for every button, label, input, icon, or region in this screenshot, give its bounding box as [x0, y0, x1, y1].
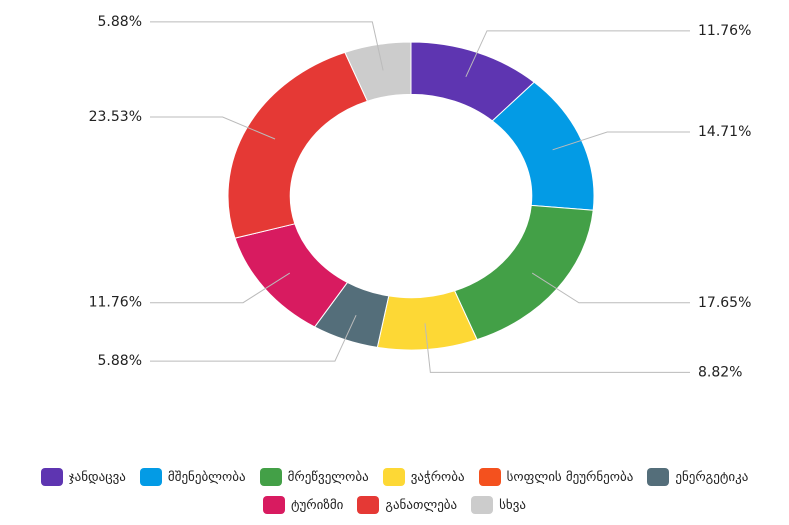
legend-item[interactable]: მრეწველობა	[259, 468, 369, 486]
slice	[453, 204, 594, 341]
legend-label: ვაჭრობა	[410, 469, 465, 485]
leader-line	[150, 272, 291, 304]
data-label: 17.65%	[698, 295, 751, 311]
leader-line	[150, 116, 276, 140]
legend-label: ტურიზმი	[291, 497, 344, 513]
legend-swatch	[647, 468, 670, 486]
legend-label: სხვა	[499, 497, 526, 513]
legend-swatch	[40, 468, 63, 486]
legend-item[interactable]: ვაჭრობა	[382, 468, 465, 486]
legend-swatch	[357, 496, 380, 514]
legend-item[interactable]: ტურიზმი	[263, 496, 343, 514]
leader-line	[424, 323, 690, 373]
leader-line	[465, 30, 690, 78]
leader-line	[531, 272, 690, 304]
data-label: 23.53%	[89, 109, 142, 125]
slice	[344, 41, 412, 102]
legend-swatch	[263, 496, 285, 514]
legend-item[interactable]: ჯანდაცვა	[40, 468, 126, 486]
legend-item[interactable]: განათლება	[357, 496, 457, 514]
legend-item[interactable]: სხვა	[471, 496, 526, 514]
data-label: 11.76%	[698, 23, 751, 39]
legend-label: სოფლის მეურნეობა	[506, 469, 634, 485]
legend-item[interactable]: სოფლის მეურნეობა	[478, 468, 634, 486]
data-label: 5.88%	[98, 353, 142, 369]
leader-line	[150, 314, 357, 362]
data-label: 5.88%	[98, 14, 142, 30]
legend-swatch	[478, 468, 501, 486]
slice	[227, 51, 369, 239]
data-label: 14.71%	[698, 124, 751, 140]
legend: ჯანდაცვა მშენებლობა მრეწველობა ვაჭრობა სოფლი…	[0, 468, 789, 514]
legend-swatch	[471, 496, 494, 514]
legend-label: მშენებლობა	[167, 469, 246, 485]
data-label: 11.76%	[89, 295, 142, 311]
leader-line	[150, 21, 384, 71]
chart: 11.76% 14.71% 17.65% 8.82% 5.88% 11.76% 23.53%…	[89, 14, 752, 380]
legend-label: ჯანდაცვა	[68, 469, 126, 485]
legend-item[interactable]: ენერგეტიკა	[647, 468, 748, 486]
legend-label: განათლება	[385, 497, 458, 513]
legend-label: მრეწველობა	[287, 469, 369, 485]
legend-swatch	[139, 468, 162, 486]
leader-line	[552, 131, 690, 151]
legend-swatch	[259, 468, 282, 486]
legend-item[interactable]: მშენებლობა	[139, 468, 246, 486]
legend-swatch	[382, 468, 405, 486]
data-label: 8.82%	[698, 364, 742, 380]
legend-label: ენერგეტიკა	[675, 469, 749, 485]
